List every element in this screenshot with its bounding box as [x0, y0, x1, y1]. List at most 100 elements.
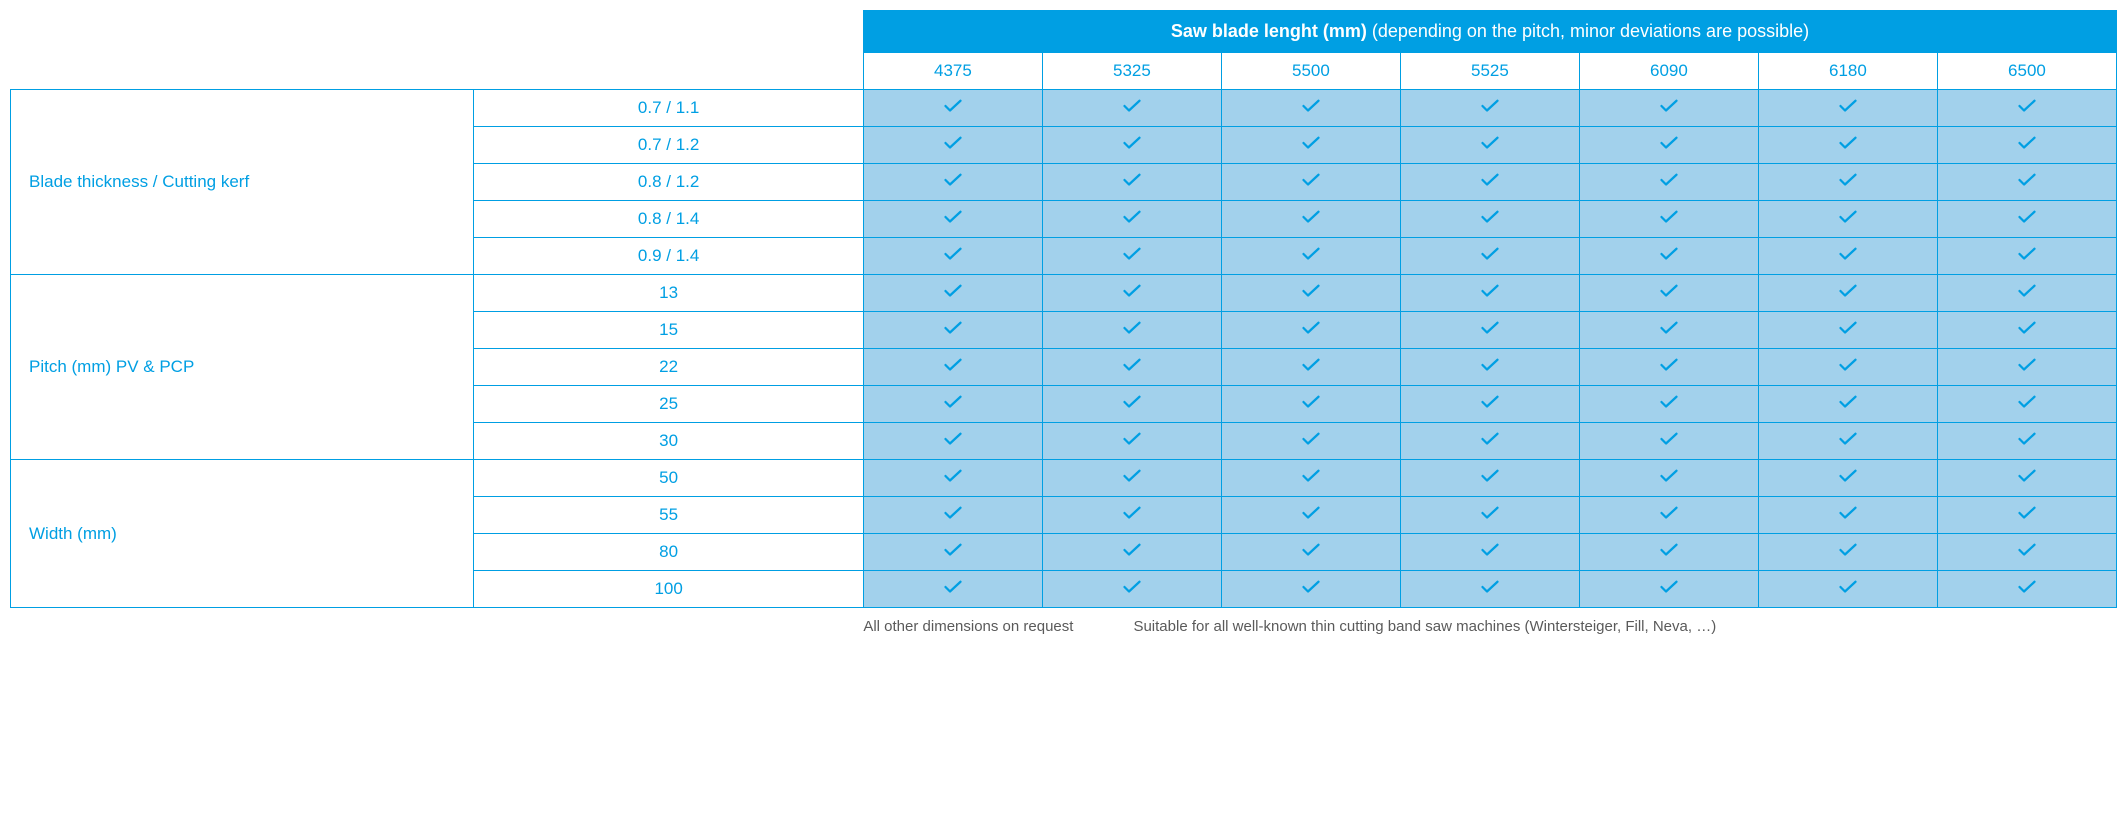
check-cell	[1400, 275, 1579, 312]
check-icon	[944, 210, 962, 224]
check-cell	[1400, 497, 1579, 534]
check-icon	[1481, 580, 1499, 594]
table-head: Saw blade lenght (mm) (depending on the …	[11, 11, 2117, 90]
check-cell	[1042, 164, 1221, 201]
check-cell	[1937, 238, 2116, 275]
check-cell	[863, 312, 1042, 349]
check-icon	[1839, 284, 1857, 298]
check-cell	[1042, 386, 1221, 423]
check-cell	[1042, 275, 1221, 312]
check-icon	[1302, 136, 1320, 150]
check-icon	[2018, 580, 2036, 594]
check-cell	[1758, 460, 1937, 497]
check-icon	[1302, 284, 1320, 298]
check-icon	[1481, 321, 1499, 335]
check-cell	[863, 460, 1042, 497]
check-cell	[863, 571, 1042, 608]
check-icon	[1481, 469, 1499, 483]
check-cell	[863, 386, 1042, 423]
check-icon	[1481, 358, 1499, 372]
check-cell	[1400, 423, 1579, 460]
value-label: 55	[474, 497, 864, 534]
check-cell	[1758, 164, 1937, 201]
check-cell	[1758, 497, 1937, 534]
check-icon	[1123, 321, 1141, 335]
check-cell	[1937, 164, 2116, 201]
check-icon	[1660, 506, 1678, 520]
check-cell	[1400, 90, 1579, 127]
value-label: 0.7 / 1.1	[474, 90, 864, 127]
check-icon	[1660, 358, 1678, 372]
check-icon	[1302, 247, 1320, 261]
check-icon	[1481, 99, 1499, 113]
check-cell	[1937, 312, 2116, 349]
value-label: 0.7 / 1.2	[474, 127, 864, 164]
check-icon	[1660, 321, 1678, 335]
check-icon	[1839, 99, 1857, 113]
table-row: Pitch (mm) PV & PCP13	[11, 275, 2117, 312]
check-icon	[1123, 99, 1141, 113]
check-cell	[1579, 423, 1758, 460]
check-cell	[1758, 349, 1937, 386]
check-cell	[1937, 497, 2116, 534]
check-icon	[944, 432, 962, 446]
check-cell	[1400, 312, 1579, 349]
check-cell	[863, 164, 1042, 201]
check-cell	[1042, 90, 1221, 127]
check-cell	[1758, 423, 1937, 460]
check-cell	[1937, 275, 2116, 312]
check-icon	[1123, 543, 1141, 557]
check-icon	[1660, 247, 1678, 261]
check-cell	[1400, 386, 1579, 423]
check-cell	[1758, 127, 1937, 164]
check-cell	[1579, 497, 1758, 534]
check-cell	[1937, 127, 2116, 164]
check-cell	[1042, 571, 1221, 608]
check-cell	[1221, 423, 1400, 460]
check-cell	[1579, 275, 1758, 312]
check-cell	[863, 238, 1042, 275]
check-icon	[1481, 506, 1499, 520]
check-cell	[1400, 534, 1579, 571]
group-label: Width (mm)	[11, 460, 474, 608]
value-label: 80	[474, 534, 864, 571]
check-cell	[1221, 534, 1400, 571]
spec-table: Saw blade lenght (mm) (depending on the …	[10, 10, 2117, 608]
check-icon	[1123, 173, 1141, 187]
check-icon	[1660, 580, 1678, 594]
footer-notes: All other dimensions on request Suitable…	[863, 608, 2117, 635]
value-label: 50	[474, 460, 864, 497]
check-icon	[1660, 210, 1678, 224]
footer-note-2: Suitable for all well-known thin cutting…	[1133, 618, 1716, 635]
check-cell	[1042, 349, 1221, 386]
check-icon	[1302, 580, 1320, 594]
check-icon	[2018, 247, 2036, 261]
check-cell	[1937, 571, 2116, 608]
check-cell	[1579, 386, 1758, 423]
check-cell	[1758, 534, 1937, 571]
check-cell	[1042, 497, 1221, 534]
check-cell	[1758, 386, 1937, 423]
table-row: Blade thickness / Cutting kerf0.7 / 1.1	[11, 90, 2117, 127]
check-cell	[1400, 164, 1579, 201]
check-icon	[1481, 136, 1499, 150]
check-icon	[1123, 358, 1141, 372]
check-icon	[1839, 543, 1857, 557]
value-label: 13	[474, 275, 864, 312]
check-icon	[1123, 469, 1141, 483]
check-cell	[1937, 460, 2116, 497]
check-cell	[1579, 238, 1758, 275]
check-icon	[2018, 432, 2036, 446]
check-icon	[1123, 210, 1141, 224]
check-cell	[1579, 90, 1758, 127]
check-cell	[1042, 423, 1221, 460]
value-label: 30	[474, 423, 864, 460]
check-cell	[1579, 349, 1758, 386]
check-cell	[1042, 460, 1221, 497]
group-label: Pitch (mm) PV & PCP	[11, 275, 474, 460]
value-label: 25	[474, 386, 864, 423]
check-icon	[944, 247, 962, 261]
value-label: 15	[474, 312, 864, 349]
check-icon	[1481, 173, 1499, 187]
check-icon	[944, 469, 962, 483]
